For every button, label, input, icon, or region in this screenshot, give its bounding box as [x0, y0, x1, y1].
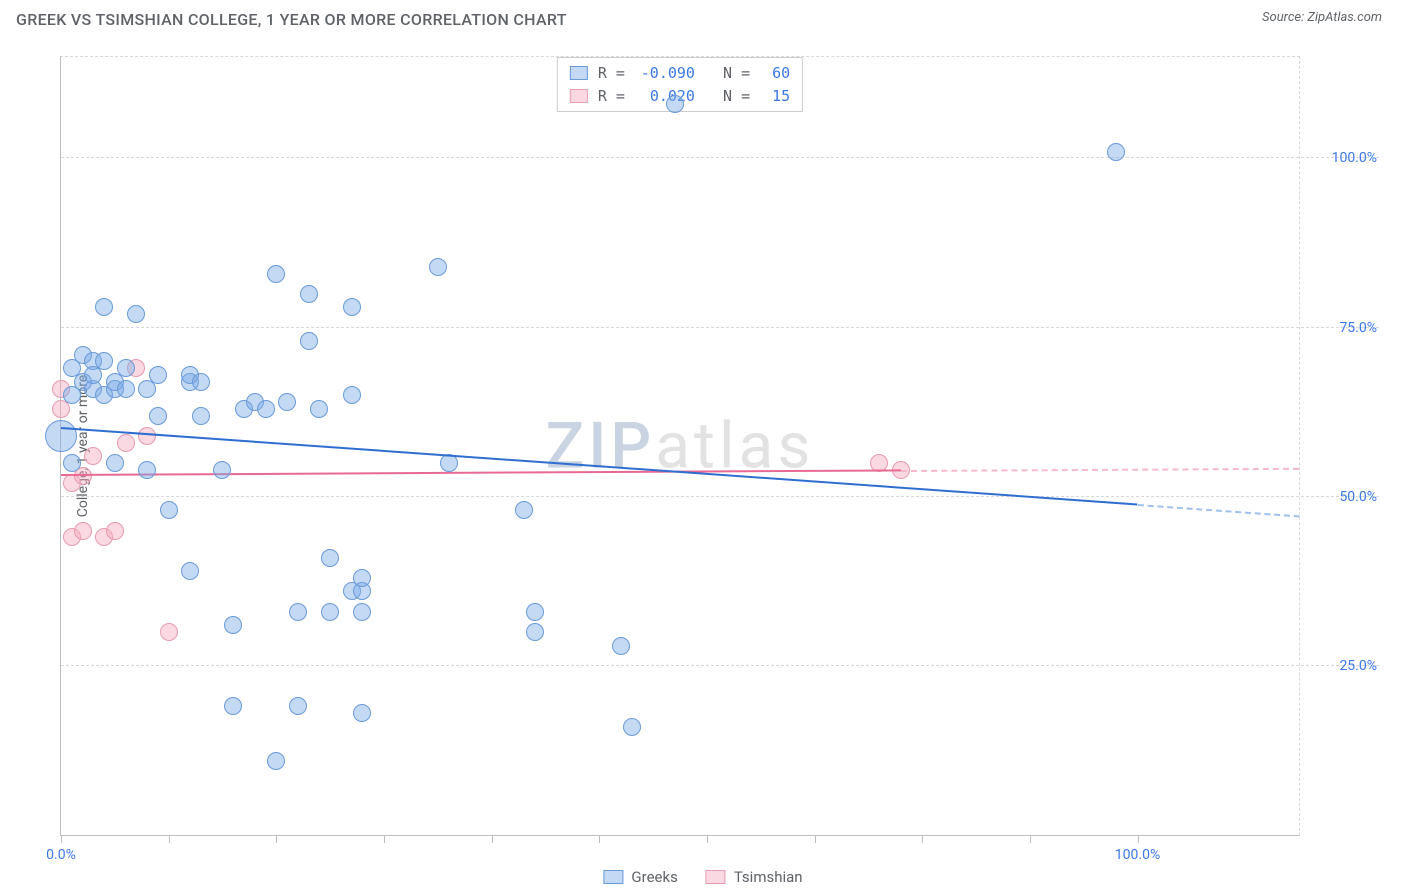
data-point — [45, 420, 77, 452]
y-tick-label: 25.0% — [1339, 658, 1377, 674]
gridline — [61, 496, 1379, 497]
legend-n-value: 60 — [760, 62, 790, 85]
legend-n-value: 15 — [760, 85, 790, 108]
data-point — [95, 352, 113, 370]
data-point — [310, 400, 328, 418]
data-point — [343, 386, 361, 404]
data-point — [321, 603, 339, 621]
data-point — [160, 623, 178, 641]
data-point — [353, 704, 371, 722]
chart-title: GREEK VS TSIMSHIAN COLLEGE, 1 YEAR OR MO… — [16, 10, 567, 29]
data-point — [343, 298, 361, 316]
y-tick-label: 50.0% — [1339, 489, 1377, 505]
legend-n-label: N = — [705, 85, 750, 108]
legend-swatch — [603, 870, 623, 884]
data-point — [63, 454, 81, 472]
x-tick — [276, 835, 277, 843]
x-tick — [61, 835, 62, 843]
legend-r-value: -0.090 — [635, 62, 695, 85]
data-point — [95, 298, 113, 316]
data-point — [138, 461, 156, 479]
legend-item: Greeks — [603, 868, 677, 886]
data-point — [612, 637, 630, 655]
x-tick — [707, 835, 708, 843]
x-tick — [384, 835, 385, 843]
legend-label: Tsimshian — [734, 868, 803, 886]
data-point — [74, 522, 92, 540]
x-tick — [169, 835, 170, 843]
data-point — [666, 95, 684, 113]
data-point — [106, 454, 124, 472]
data-point — [526, 623, 544, 641]
x-tick — [1030, 835, 1031, 843]
data-point — [149, 407, 167, 425]
data-point — [353, 569, 371, 587]
gridline — [61, 157, 1379, 158]
data-point — [278, 393, 296, 411]
data-point — [267, 265, 285, 283]
data-point — [117, 359, 135, 377]
data-point — [138, 427, 156, 445]
data-point — [224, 616, 242, 634]
data-point — [300, 285, 318, 303]
trend-line — [901, 468, 1299, 472]
data-point — [429, 258, 447, 276]
legend-swatch — [570, 89, 588, 103]
data-point — [515, 501, 533, 519]
data-point — [213, 461, 231, 479]
data-point — [353, 603, 371, 621]
x-tick — [922, 835, 923, 843]
x-tick — [1138, 835, 1139, 843]
legend-label: Greeks — [631, 868, 677, 886]
data-point — [192, 407, 210, 425]
data-point — [117, 434, 135, 452]
data-point — [181, 562, 199, 580]
y-tick-label: 100.0% — [1332, 150, 1377, 166]
x-tick — [815, 835, 816, 843]
chart-area: College, 1 year or more ZIPatlas R =-0.0… — [16, 40, 1390, 852]
gridline — [61, 665, 1379, 666]
series-legend: Greeks Tsimshian — [603, 868, 802, 886]
data-point — [117, 380, 135, 398]
data-point — [257, 400, 275, 418]
data-point — [224, 697, 242, 715]
data-point — [127, 305, 145, 323]
x-tick-label: 0.0% — [46, 847, 76, 863]
y-tick-label: 75.0% — [1339, 320, 1377, 336]
data-point — [84, 447, 102, 465]
legend-swatch — [570, 66, 588, 80]
data-point — [267, 752, 285, 770]
legend-r-label: R = — [598, 85, 625, 108]
trend-line — [61, 470, 901, 477]
legend-row: R = -0.090 N = 60 — [570, 62, 790, 85]
source-label: Source: ZipAtlas.com — [1262, 10, 1382, 25]
data-point — [321, 549, 339, 567]
data-point — [106, 522, 124, 540]
x-tick — [492, 835, 493, 843]
trend-line — [1137, 504, 1299, 517]
data-point — [149, 366, 167, 384]
data-point — [289, 603, 307, 621]
data-point — [160, 501, 178, 519]
gridline — [61, 327, 1379, 328]
data-point — [526, 603, 544, 621]
data-point — [1107, 143, 1125, 161]
legend-n-label: N = — [705, 62, 750, 85]
legend-item: Tsimshian — [706, 868, 803, 886]
plot-region: ZIPatlas R =-0.090 N =60R =0.020 N =15 2… — [60, 56, 1300, 836]
data-point — [289, 697, 307, 715]
legend-r-label: R = — [598, 62, 625, 85]
x-tick-label: 100.0% — [1115, 847, 1160, 863]
data-point — [192, 373, 210, 391]
data-point — [623, 718, 641, 736]
legend-swatch — [706, 870, 726, 884]
x-tick — [599, 835, 600, 843]
data-point — [300, 332, 318, 350]
